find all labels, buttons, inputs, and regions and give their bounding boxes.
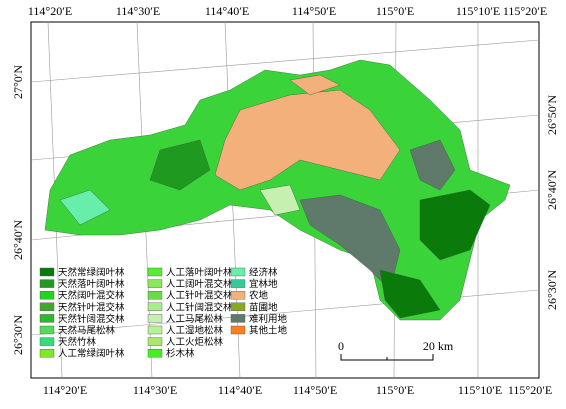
bottom-label: 114°20′E (43, 383, 87, 397)
legend-swatch (147, 314, 163, 323)
top-label: 115°10′E (456, 4, 500, 18)
legend-swatch (39, 337, 55, 346)
bottom-label: 114°50′E (293, 383, 337, 397)
left-label: 27°0′N (11, 65, 25, 99)
legend-label: 天然常绿阔叶林 (58, 267, 125, 279)
legend-label: 天然竹林 (58, 336, 97, 348)
top-label: 115°0′E (376, 4, 414, 18)
top-label: 115°20′E (503, 4, 547, 18)
legend-label: 人工常绿阔叶林 (58, 348, 125, 360)
legend-label: 天然针叶混交林 (58, 301, 125, 313)
scale-end: 20 km (423, 339, 454, 353)
top-label: 114°30′E (116, 4, 160, 18)
legend-swatch (147, 325, 163, 335)
left-label: 26°40′N (11, 220, 25, 260)
bottom-label: 114°30′E (133, 383, 177, 397)
land-cover (44, 59, 511, 321)
legend-label: 天然针阔混交林 (58, 313, 125, 325)
legend-label: 人工马尾松林 (166, 313, 224, 325)
legend-swatch (147, 279, 163, 288)
legend-swatch (147, 349, 163, 358)
bottom-label: 115°0′E (376, 383, 414, 397)
legend-label: 人工湿地松林 (166, 325, 224, 337)
legend-swatch (230, 279, 246, 288)
legend-swatch (39, 349, 55, 358)
legend-swatch (230, 302, 246, 311)
legend-swatch (39, 267, 55, 277)
legend-swatch (39, 314, 55, 323)
legend-label: 人工针叶混交林 (166, 290, 233, 302)
legend-label: 人工落叶阔叶林 (166, 267, 233, 279)
legend-swatch (147, 302, 163, 311)
scale-start: 0 (338, 339, 344, 353)
legend-swatch (39, 291, 55, 300)
legend-swatch (39, 325, 55, 335)
map-frame (30, 21, 540, 379)
legend-swatch (147, 291, 163, 300)
legend-label: 天然落叶阔叶林 (58, 278, 125, 290)
bottom-label: 114°40′E (218, 383, 262, 397)
legend-label: 其他土地 (249, 325, 288, 337)
legend-label: 人工火炬松林 (166, 336, 224, 348)
legend-swatch (39, 302, 55, 311)
right-label: 26°50′N (545, 95, 559, 135)
top-label: 114°40′E (205, 4, 249, 18)
right-label: 26°30′N (545, 270, 559, 310)
legend-label: 人工阔叶混交林 (166, 278, 233, 290)
legend-swatch (230, 325, 246, 335)
left-label: 26°30′N (11, 315, 25, 355)
legend-label: 苗圃地 (249, 301, 278, 313)
top-label: 114°20′E (28, 4, 72, 18)
legend-label: 农地 (249, 290, 269, 302)
legend-swatch (230, 267, 246, 277)
bottom-label: 115°20′E (508, 383, 552, 397)
legend-label: 杉木林 (166, 348, 195, 360)
top-label: 114°50′E (292, 4, 336, 18)
legend-swatch (147, 267, 163, 277)
legend-label: 经济林 (249, 267, 278, 279)
legend-swatch (39, 279, 55, 288)
scale-bar (340, 354, 434, 361)
legend-swatch (230, 291, 246, 300)
bottom-label: 115°10′E (458, 383, 502, 397)
legend-label: 难利用地 (249, 313, 288, 325)
legend-swatch (147, 337, 163, 346)
legend-swatch (230, 314, 246, 323)
legend-label: 天然马尾松林 (58, 325, 116, 337)
legend-label: 人工针阔混交林 (166, 301, 233, 313)
legend-label: 天然阔叶混交林 (58, 290, 125, 302)
right-label: 26°40′N (545, 170, 559, 210)
legend-label: 宜林地 (249, 278, 278, 290)
